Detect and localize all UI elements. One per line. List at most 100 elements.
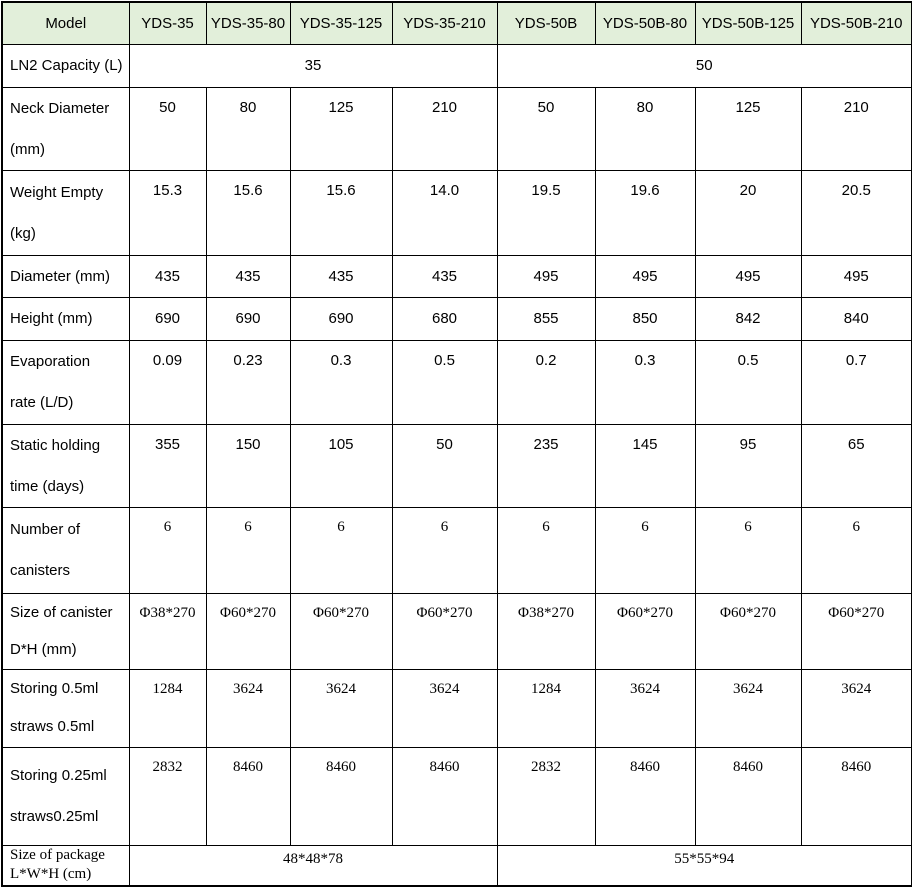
spec-cell: 14.0	[391, 169, 498, 256]
spec-cell: 690	[205, 296, 291, 341]
spec-cell: 6	[391, 506, 498, 594]
spec-cell: 0.23	[205, 339, 291, 425]
row-label: LN2 Capacity (L)	[1, 43, 130, 88]
spec-cell: Φ60*270	[391, 592, 498, 670]
column-header-yds-35-125: YDS-35-125	[289, 1, 393, 45]
spec-cell: 105	[289, 423, 393, 508]
row-size-of-package: Size of package L*W*H (cm) 48*48*78 55*5…	[1, 844, 912, 887]
row-label: Size of package L*W*H (cm)	[1, 844, 130, 887]
header-row: Model YDS-35 YDS-35-80 YDS-35-125 YDS-35…	[1, 1, 912, 45]
spec-cell: 150	[205, 423, 291, 508]
spec-cell: 19.6	[594, 169, 696, 256]
spec-cell: 50	[128, 86, 207, 171]
spec-cell: 3624	[391, 668, 498, 748]
spec-cell: 210	[391, 86, 498, 171]
column-header-yds-35: YDS-35	[128, 1, 207, 45]
spec-cell: 125	[289, 86, 393, 171]
spec-cell: 0.5	[694, 339, 802, 425]
spec-cell: 125	[694, 86, 802, 171]
spec-cell: 6	[594, 506, 696, 594]
spec-cell: 15.6	[289, 169, 393, 256]
row-label: Number of canisters	[1, 506, 130, 594]
row-ln2-capacity: LN2 Capacity (L) 35 50	[1, 43, 912, 88]
spec-cell: 19.5	[496, 169, 596, 256]
spec-cell: 6	[496, 506, 596, 594]
column-header-model: Model	[1, 1, 130, 45]
spec-cell: 6	[800, 506, 912, 594]
row-label: Height (mm)	[1, 296, 130, 341]
column-header-yds-50b-210: YDS-50B-210	[800, 1, 912, 45]
spec-cell: 15.3	[128, 169, 207, 256]
spec-cell: 690	[289, 296, 393, 341]
spec-cell: 8460	[289, 746, 393, 846]
spec-cell: 850	[594, 296, 696, 341]
spec-cell: 210	[800, 86, 912, 171]
spec-cell: 235	[496, 423, 596, 508]
row-storing-0-25ml: Storing 0.25ml straws0.25ml 2832 8460 84…	[1, 746, 912, 846]
spec-cell: 6	[289, 506, 393, 594]
spec-cell: 680	[391, 296, 498, 341]
spec-cell: 0.3	[594, 339, 696, 425]
spec-cell: 6	[128, 506, 207, 594]
row-label: Storing 0.25ml straws0.25ml	[1, 746, 130, 846]
spec-cell: 80	[205, 86, 291, 171]
spec-cell: 435	[128, 254, 207, 298]
spec-cell: 495	[594, 254, 696, 298]
row-number-of-canisters: Number of canisters 6 6 6 6 6 6 6 6	[1, 506, 912, 594]
column-header-yds-50b-125: YDS-50B-125	[694, 1, 802, 45]
spec-cell: 8460	[594, 746, 696, 846]
spec-cell: Φ60*270	[289, 592, 393, 670]
spec-cell: 3624	[205, 668, 291, 748]
row-label: Weight Empty (kg)	[1, 169, 130, 256]
spec-cell: 8460	[391, 746, 498, 846]
spec-cell: 2832	[496, 746, 596, 846]
spec-cell: Φ60*270	[800, 592, 912, 670]
spec-cell: 435	[289, 254, 393, 298]
row-label: Size of canister D*H (mm)	[1, 592, 130, 670]
spec-cell: 0.2	[496, 339, 596, 425]
spec-cell: 3624	[694, 668, 802, 748]
spec-cell: 145	[594, 423, 696, 508]
spec-cell: 2832	[128, 746, 207, 846]
column-header-yds-50b: YDS-50B	[496, 1, 596, 45]
spec-cell: 6	[694, 506, 802, 594]
row-neck-diameter: Neck Diameter (mm) 50 80 125 210 50 80 1…	[1, 86, 912, 171]
row-height: Height (mm) 690 690 690 680 855 850 842 …	[1, 296, 912, 341]
row-label: Neck Diameter (mm)	[1, 86, 130, 171]
spec-cell: Φ60*270	[594, 592, 696, 670]
spec-cell: 495	[694, 254, 802, 298]
spec-cell: 495	[496, 254, 596, 298]
spec-cell: 15.6	[205, 169, 291, 256]
spec-cell: 35	[128, 43, 498, 88]
column-header-yds-35-210: YDS-35-210	[391, 1, 498, 45]
spec-cell: 50	[391, 423, 498, 508]
spec-cell: 3624	[289, 668, 393, 748]
spec-cell: 48*48*78	[128, 844, 498, 887]
spec-cell: 0.7	[800, 339, 912, 425]
spec-cell: 840	[800, 296, 912, 341]
spec-cell: 8460	[694, 746, 802, 846]
spec-cell: 20	[694, 169, 802, 256]
spec-cell: 20.5	[800, 169, 912, 256]
spec-cell: 8460	[800, 746, 912, 846]
spec-cell: Φ38*270	[496, 592, 596, 670]
column-header-yds-50b-80: YDS-50B-80	[594, 1, 696, 45]
spec-cell: 95	[694, 423, 802, 508]
row-label: Storing 0.5ml straws 0.5ml	[1, 668, 130, 748]
spec-cell: 1284	[128, 668, 207, 748]
row-size-of-canister: Size of canister D*H (mm) Φ38*270 Φ60*27…	[1, 592, 912, 670]
spec-cell: 65	[800, 423, 912, 508]
row-diameter: Diameter (mm) 435 435 435 435 495 495 49…	[1, 254, 912, 298]
row-evaporation-rate: Evaporation rate (L/D) 0.09 0.23 0.3 0.5…	[1, 339, 912, 425]
spec-cell: 50	[496, 86, 596, 171]
spec-cell: 3624	[800, 668, 912, 748]
spec-cell: 855	[496, 296, 596, 341]
spec-cell: 8460	[205, 746, 291, 846]
spec-cell: 690	[128, 296, 207, 341]
spec-cell: 495	[800, 254, 912, 298]
spec-cell: Φ38*270	[128, 592, 207, 670]
spec-cell: 0.5	[391, 339, 498, 425]
row-label: Evaporation rate (L/D)	[1, 339, 130, 425]
spec-cell: 0.09	[128, 339, 207, 425]
spec-cell: 435	[205, 254, 291, 298]
